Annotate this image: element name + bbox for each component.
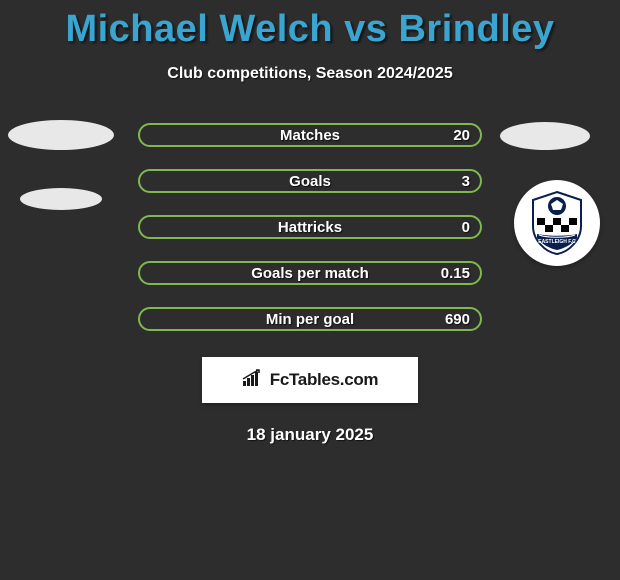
stat-row: Matches 20 [138,123,482,147]
stat-value-right: 20 [453,127,470,144]
stat-row: Goals per match 0.15 [138,261,482,285]
stat-label: Goals per match [251,265,369,282]
stat-label: Min per goal [266,311,354,328]
svg-text:EASTLEIGH F.C: EASTLEIGH F.C [538,239,576,245]
stat-label: Matches [280,127,340,144]
chart-icon [242,369,264,392]
placeholder-ellipse [8,120,114,150]
stat-row: Goals 3 [138,169,482,193]
placeholder-ellipse [20,188,102,210]
left-badges [8,120,114,210]
stat-value-right: 0.15 [441,265,470,282]
date-label: 18 january 2025 [0,425,620,445]
stat-value-right: 0 [462,219,470,236]
subtitle: Club competitions, Season 2024/2025 [0,65,620,83]
placeholder-ellipse [500,122,590,150]
crest-icon: EASTLEIGH F.C [529,190,585,256]
brand-box: FcTables.com [202,357,418,403]
club-crest: EASTLEIGH F.C [514,180,600,266]
stat-row: Min per goal 690 [138,307,482,331]
stat-value-right: 690 [445,311,470,328]
stat-label: Goals [289,173,331,190]
page-title: Michael Welch vs Brindley [0,8,620,51]
stat-row: Hattricks 0 [138,215,482,239]
brand-text: FcTables.com [270,370,379,390]
stat-value-right: 3 [462,173,470,190]
stat-label: Hattricks [278,219,342,236]
comparison-card: Michael Welch vs Brindley Club competiti… [0,0,620,580]
